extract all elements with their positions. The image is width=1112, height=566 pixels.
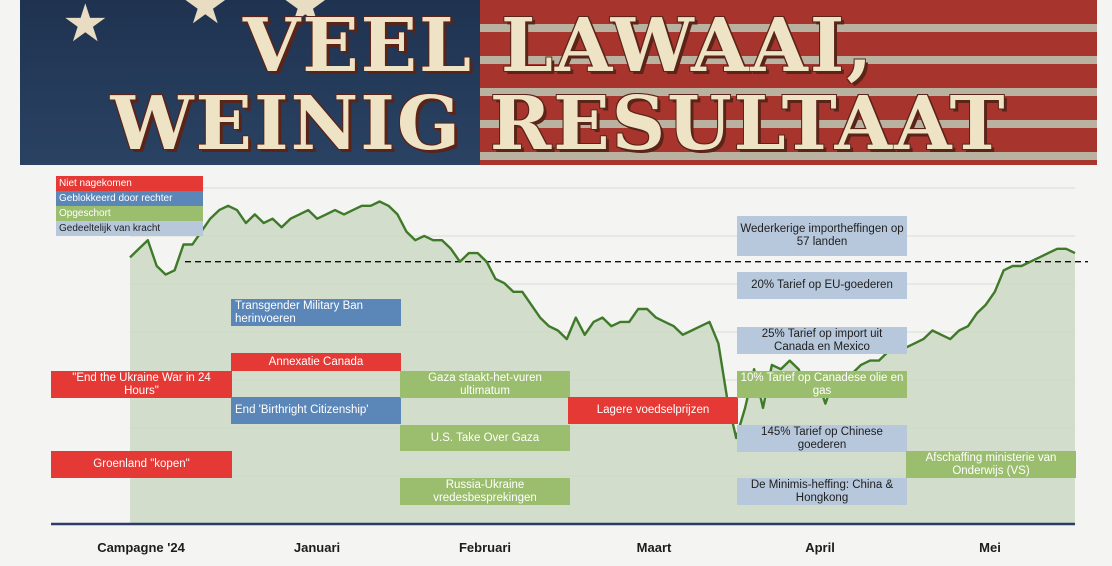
event-box-eu-tarief: 20% Tarief op EU-goederen bbox=[737, 272, 907, 299]
event-box-voedselprijzen: Lagere voedselprijzen bbox=[568, 397, 738, 424]
event-box-canada-mexico: 25% Tarief op import uit Canada en Mexic… bbox=[737, 327, 907, 354]
event-box-canadese-olie: 10% Tarief op Canadese olie en gas bbox=[737, 371, 907, 398]
event-box-onderwijs: Afschaffing ministerie van Onderwijs (VS… bbox=[906, 451, 1076, 478]
event-box-transgender: Transgender Military Ban herinvoeren bbox=[231, 299, 401, 326]
star-icon: ★ bbox=[62, 0, 109, 54]
star-icon: ★ bbox=[182, 0, 229, 36]
event-box-ukraine-war: "End the Ukraine War in 24 Hours" bbox=[51, 371, 232, 398]
legend-item: Niet nagekomen bbox=[56, 176, 203, 191]
banner-title-line-1: VEEL LAWAAI, bbox=[242, 3, 875, 89]
star-icon: ★ bbox=[282, 0, 329, 36]
event-box-birthright: End 'Birthright Citizenship' bbox=[231, 397, 401, 424]
banner-flag-stripes bbox=[480, 0, 1097, 165]
event-box-wederkerige: Wederkerige importheffingen op 57 landen bbox=[737, 216, 907, 256]
event-box-gaza-vuren: Gaza staakt-het-vuren ultimatum bbox=[400, 371, 570, 398]
title-banner: ★ ★ ★ VEEL LAWAAI, WEINIG RESULTAAT bbox=[20, 0, 1097, 165]
event-box-minimis: De Minimis-heffing: China & Hongkong bbox=[737, 478, 907, 505]
series-line bbox=[129, 200, 1076, 440]
banner-flag-blue bbox=[20, 0, 480, 165]
event-box-annexatie: Annexatie Canada bbox=[231, 353, 401, 371]
x-tick-label: April bbox=[805, 540, 835, 555]
x-tick-label: Februari bbox=[458, 540, 511, 555]
x-tick-label: Mei bbox=[979, 540, 1001, 555]
x-tick-label: Maart bbox=[636, 540, 672, 555]
legend-item: Gedeeltelijk van kracht bbox=[56, 221, 203, 236]
x-tick-label: Campagne '24 bbox=[97, 540, 185, 555]
event-box-groenland: Groenland "kopen" bbox=[51, 451, 232, 478]
event-box-gaza-takeover: U.S. Take Over Gaza bbox=[400, 425, 570, 451]
legend-item: Geblokkeerd door rechter bbox=[56, 191, 203, 206]
legend-item: Opgeschort bbox=[56, 206, 203, 221]
x-tick-label: Januari bbox=[293, 540, 341, 555]
banner-title-line-2: WEINIG RESULTAAT bbox=[110, 81, 1007, 165]
event-box-russia-ukraine: Russia-Ukraine vredesbesprekingen bbox=[400, 478, 570, 505]
event-box-chinese-goederen: 145% Tarief op Chinese goederen bbox=[737, 425, 907, 452]
